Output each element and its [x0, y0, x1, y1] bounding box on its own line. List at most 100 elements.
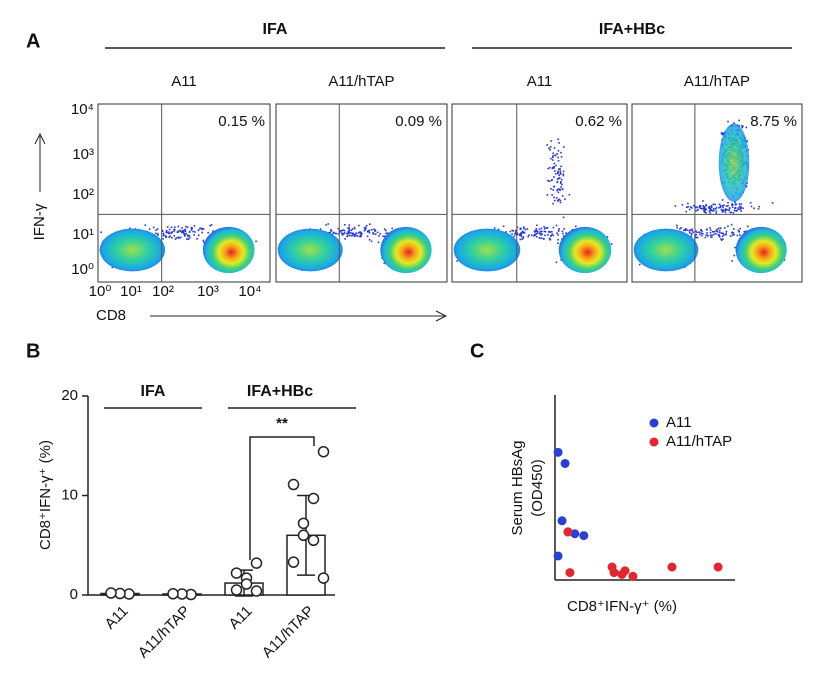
- event-dot: [523, 231, 526, 234]
- event-dot: [354, 234, 356, 237]
- event-dot: [726, 208, 729, 211]
- event-dot: [546, 144, 549, 146]
- event-dot: [718, 229, 721, 232]
- event-dot: [713, 230, 716, 233]
- event-dot: [188, 236, 191, 239]
- event-dot: [696, 209, 698, 212]
- population: [202, 226, 255, 274]
- event-dot: [560, 151, 562, 154]
- event-dot: [711, 236, 713, 239]
- event-dot: [374, 230, 376, 232]
- event-dot: [167, 231, 170, 233]
- event-dot: [737, 208, 740, 210]
- legend-label: A11: [666, 414, 692, 431]
- event-dot: [733, 228, 735, 230]
- event-dot: [547, 167, 549, 170]
- y-tick-label: 0: [70, 586, 78, 603]
- event-dot: [523, 227, 525, 230]
- event-dot: [730, 223, 733, 226]
- event-dot: [709, 212, 712, 215]
- event-dot: [515, 231, 517, 234]
- event-dot: [358, 231, 361, 234]
- event-dot: [551, 178, 553, 181]
- event-dot: [351, 232, 354, 235]
- flow-plot: [451, 103, 628, 283]
- event-dot: [544, 230, 547, 233]
- event-dot: [559, 173, 562, 175]
- event-dot: [709, 231, 712, 234]
- event-dot: [505, 231, 507, 233]
- event-dot: [561, 183, 563, 186]
- data-point: [713, 562, 723, 572]
- event-dot: [522, 230, 524, 233]
- event-dot: [332, 232, 335, 234]
- population: [558, 226, 612, 274]
- event-dot: [553, 176, 555, 178]
- event-dot: [546, 194, 549, 196]
- population: [633, 228, 699, 272]
- event-dot: [348, 224, 351, 226]
- event-dot: [181, 231, 184, 234]
- event-dot: [695, 230, 697, 232]
- event-dot: [729, 235, 732, 238]
- event-dot: [676, 226, 678, 229]
- event-dot: [557, 177, 560, 180]
- event-dot: [553, 165, 555, 168]
- event-dot: [383, 235, 386, 238]
- event-dot: [350, 232, 352, 234]
- event-dot: [695, 236, 698, 239]
- event-dot: [163, 234, 165, 236]
- event-dot: [724, 208, 727, 210]
- event-dot: [718, 236, 721, 238]
- event-dot: [533, 235, 535, 237]
- event-dot: [552, 234, 554, 237]
- event-dot: [691, 229, 693, 232]
- event-dot: [557, 150, 560, 152]
- event-dot: [549, 149, 551, 151]
- event-dot: [705, 208, 707, 211]
- data-point: [287, 556, 300, 568]
- event-dot: [709, 227, 711, 229]
- event-dot: [771, 202, 774, 204]
- event-dot: [543, 227, 546, 230]
- event-dot: [685, 206, 688, 208]
- event-dot: [520, 227, 522, 230]
- event-dot: [706, 232, 708, 234]
- event-dot: [713, 233, 715, 236]
- event-dot: [152, 226, 155, 229]
- group-label: IFA+HBc: [599, 21, 665, 38]
- data-point: [250, 585, 263, 597]
- event-dot: [557, 172, 559, 175]
- event-dot: [357, 232, 360, 234]
- event-dot: [565, 232, 567, 234]
- legend-label: A11/hTAP: [666, 433, 732, 450]
- event-dot: [187, 234, 189, 237]
- event-dot: [706, 228, 708, 231]
- event-dot: [722, 206, 724, 209]
- event-dot: [724, 209, 727, 212]
- data-point: [230, 567, 243, 579]
- event-dot: [722, 209, 725, 212]
- population: [99, 228, 166, 272]
- event-dot: [733, 233, 735, 236]
- event-dot: [719, 231, 721, 234]
- x-tick-label: A11: [102, 603, 132, 633]
- data-point: [557, 516, 567, 526]
- population: [718, 123, 750, 202]
- event-dot: [327, 223, 330, 225]
- event-dot: [729, 211, 731, 214]
- event-dot: [347, 227, 349, 229]
- event-dot: [194, 231, 196, 233]
- event-dot: [700, 232, 703, 234]
- event-dot: [720, 239, 723, 241]
- event-dot: [692, 231, 694, 234]
- event-dot: [688, 231, 691, 234]
- data-point: [620, 566, 630, 576]
- event-dot: [746, 140, 749, 142]
- event-dot: [734, 206, 737, 209]
- event-dot: [704, 208, 706, 211]
- event-dot: [559, 201, 562, 204]
- event-dot: [737, 229, 740, 232]
- event-dot: [552, 226, 555, 229]
- event-dot: [562, 170, 565, 173]
